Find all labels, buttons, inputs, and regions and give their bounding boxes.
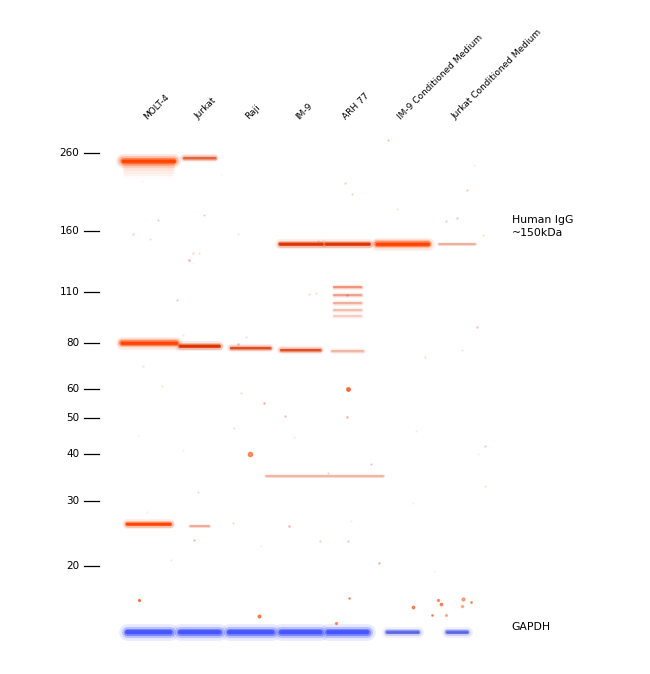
Text: 80: 80 <box>66 338 79 348</box>
Text: 50: 50 <box>66 413 79 423</box>
Text: 60: 60 <box>66 384 79 394</box>
Text: GAPDH: GAPDH <box>512 622 551 632</box>
Text: ARH 77: ARH 77 <box>341 91 371 121</box>
Text: 20: 20 <box>66 561 79 571</box>
Text: IM-9: IM-9 <box>294 101 315 121</box>
Text: 160: 160 <box>60 226 79 236</box>
Text: 40: 40 <box>66 450 79 460</box>
Text: Jurkat: Jurkat <box>193 96 218 121</box>
Text: MOLT-4: MOLT-4 <box>142 92 172 121</box>
Text: 30: 30 <box>66 496 79 506</box>
Text: Human IgG
~150kDa: Human IgG ~150kDa <box>512 215 573 239</box>
Text: 260: 260 <box>60 148 79 158</box>
Text: Jurkat Conditioned Medium: Jurkat Conditioned Medium <box>450 28 544 121</box>
Text: IM-9 Conditioned Medium: IM-9 Conditioned Medium <box>396 33 484 121</box>
Text: 110: 110 <box>60 286 79 297</box>
Text: Raji: Raji <box>244 103 262 121</box>
